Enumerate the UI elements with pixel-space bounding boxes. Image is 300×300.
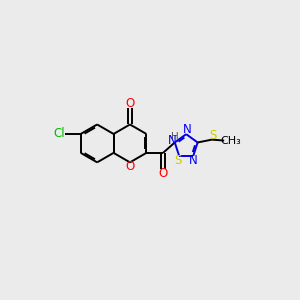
Text: H: H <box>171 132 179 142</box>
Text: O: O <box>125 97 135 110</box>
Text: S: S <box>209 128 217 142</box>
Text: O: O <box>125 160 135 173</box>
Text: N: N <box>168 134 176 147</box>
Text: O: O <box>158 167 168 180</box>
Text: Cl: Cl <box>54 128 65 140</box>
Text: S: S <box>174 154 182 167</box>
Text: N: N <box>189 154 198 167</box>
Text: CH₃: CH₃ <box>220 136 241 146</box>
Text: N: N <box>183 123 191 136</box>
